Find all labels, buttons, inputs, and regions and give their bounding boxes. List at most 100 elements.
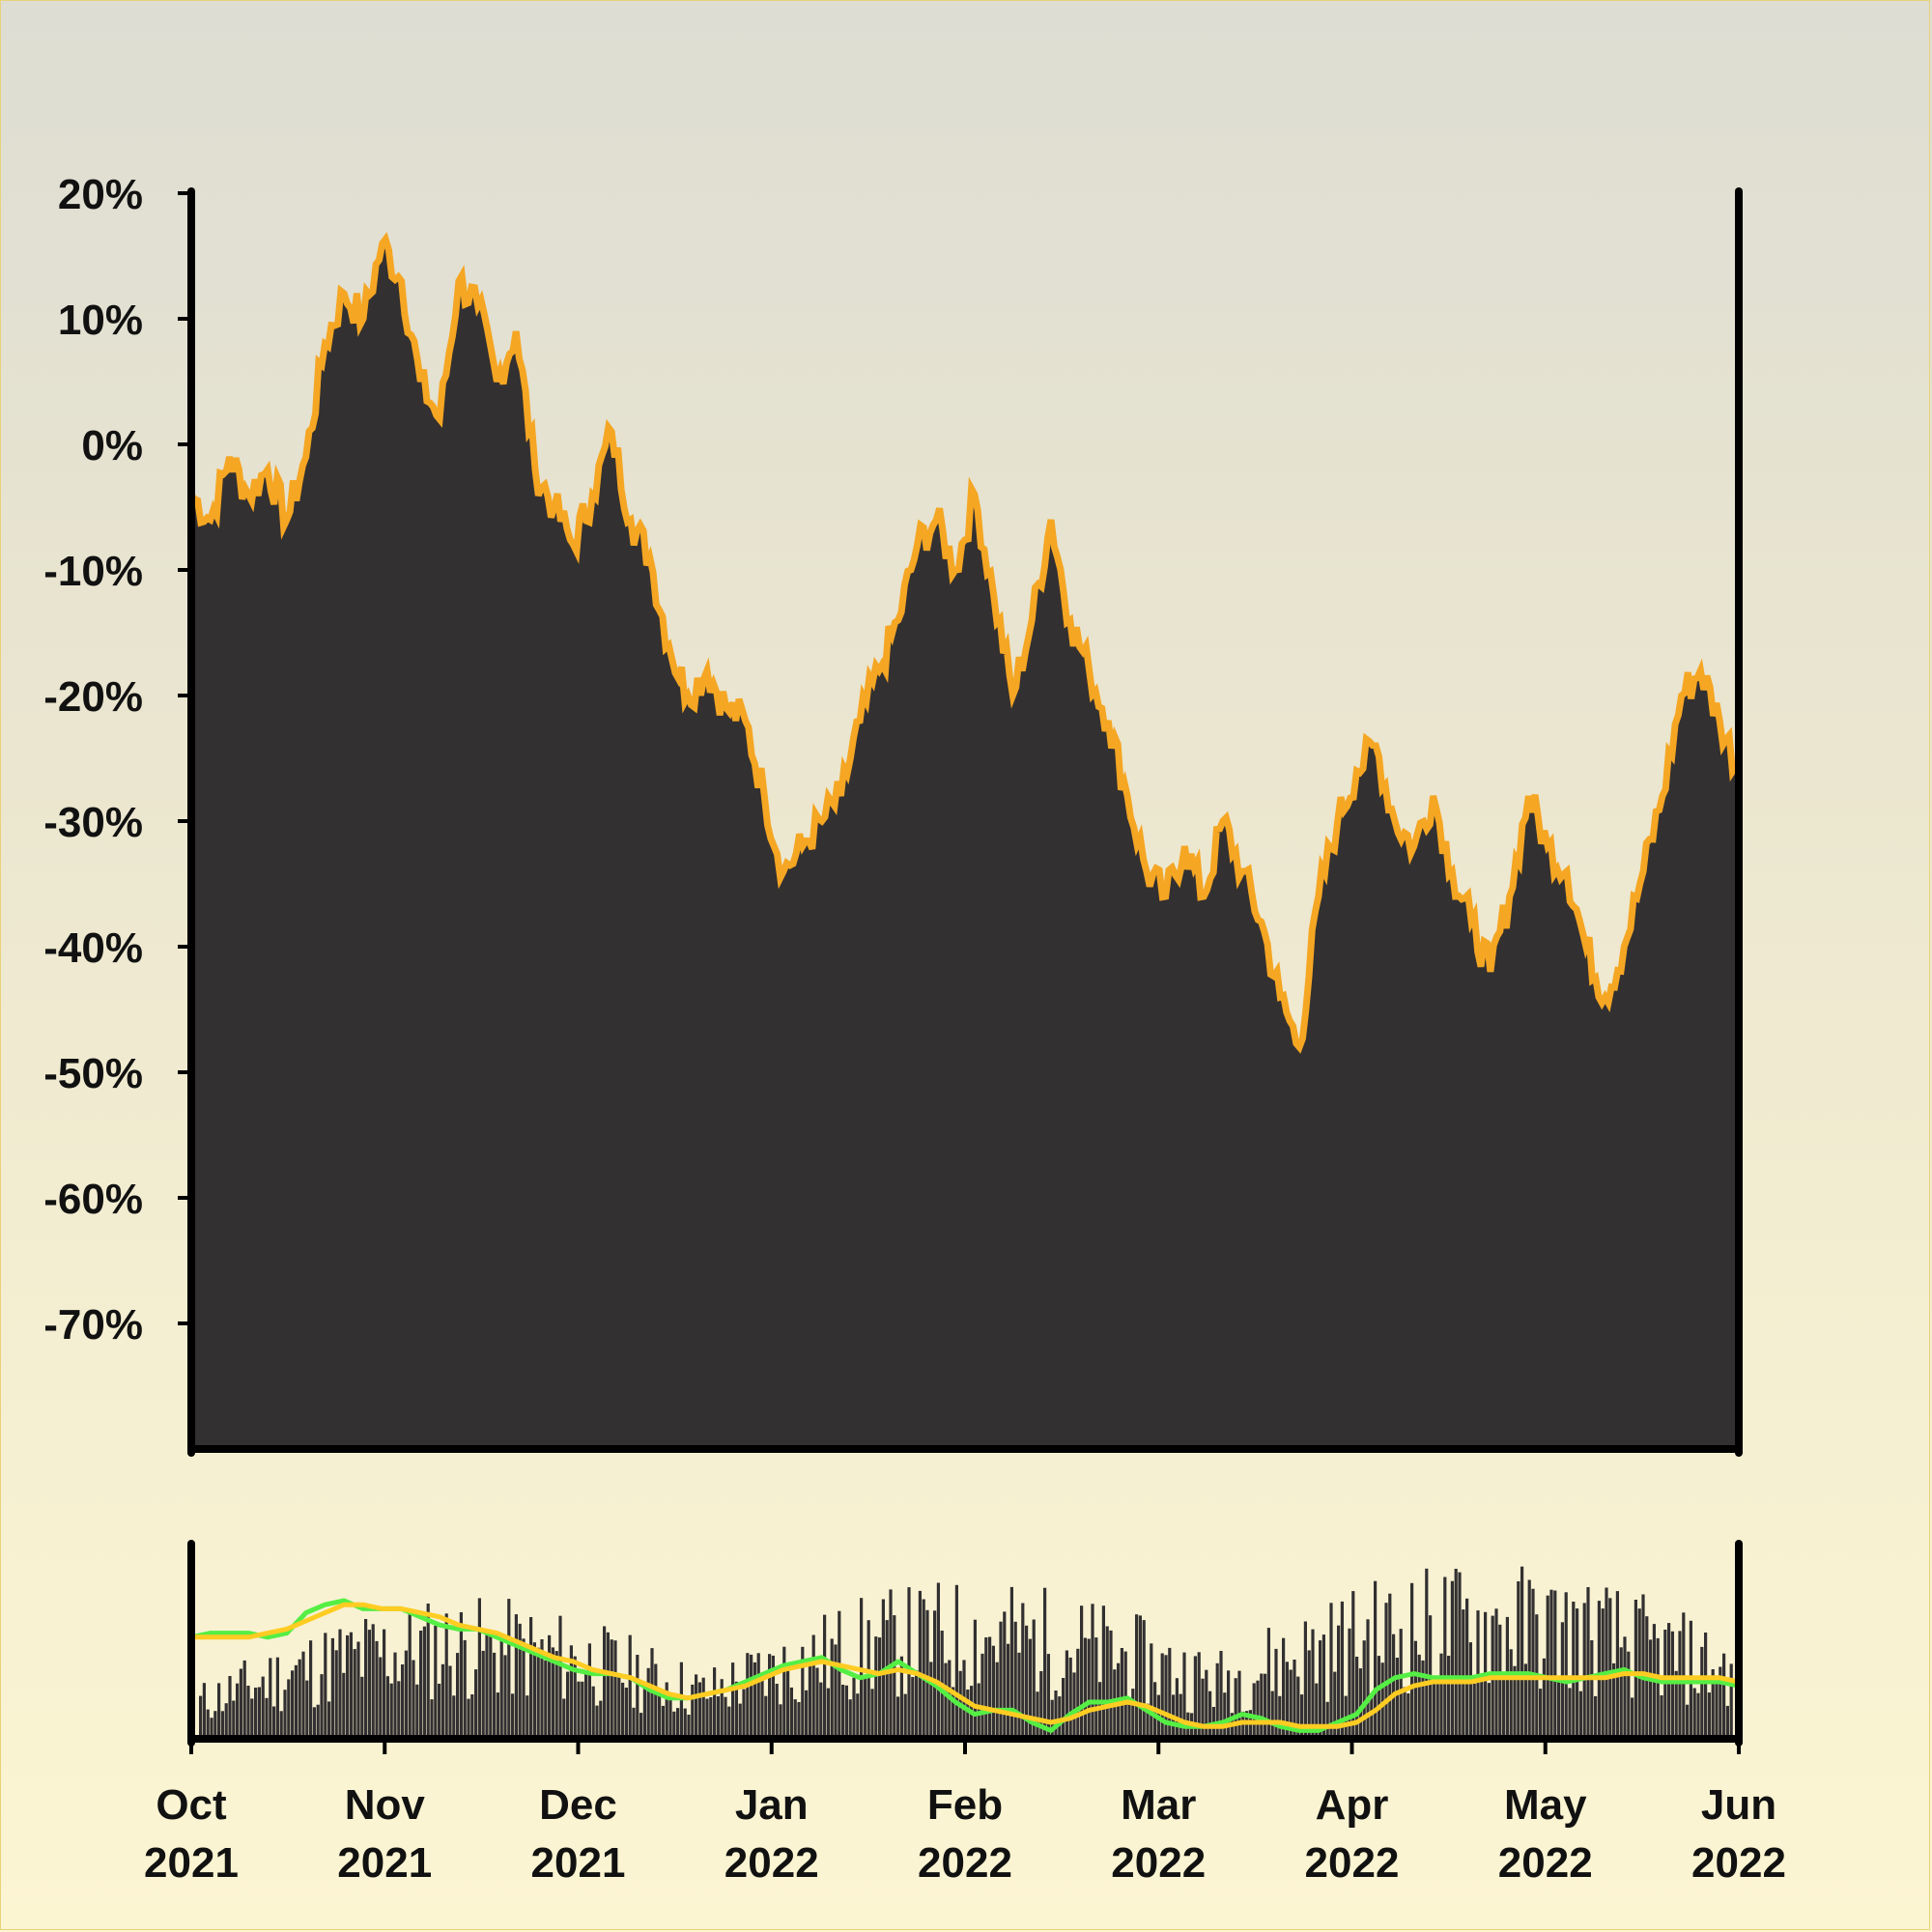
volume-bar <box>1384 1603 1388 1739</box>
volume-bar <box>422 1626 426 1739</box>
volume-bar <box>514 1614 518 1739</box>
volume-bar <box>838 1610 841 1739</box>
volume-bar <box>695 1674 698 1739</box>
volume-bar <box>1083 1637 1087 1739</box>
volume-bar <box>272 1706 276 1739</box>
x-tick-year: 2021 <box>337 1839 432 1887</box>
volume-bar <box>1686 1704 1690 1739</box>
volume-bar <box>1586 1587 1590 1739</box>
volume-bar <box>389 1683 393 1739</box>
y-axis-ticks: 20% 10% 0% -10% -20% -30% -40% -50% -60% -70% <box>43 171 191 1349</box>
volume-bar <box>346 1634 350 1739</box>
volume-bar <box>856 1693 860 1739</box>
volume-bar <box>613 1640 617 1739</box>
volume-bar <box>356 1641 360 1739</box>
volume-bar <box>1674 1670 1678 1739</box>
volume-bar <box>1146 1703 1150 1739</box>
volume-bar <box>724 1696 727 1739</box>
volume-bar <box>1619 1647 1623 1739</box>
volume-bar <box>775 1684 779 1739</box>
volume-bar <box>316 1704 320 1739</box>
volume-bar <box>287 1679 291 1739</box>
volume-bar <box>801 1646 805 1739</box>
volume-bar <box>632 1707 636 1739</box>
volume-bar <box>1337 1625 1341 1739</box>
volume-bar <box>819 1682 823 1739</box>
volume-bar <box>434 1625 438 1739</box>
volume-bar <box>966 1690 970 1739</box>
volume-bar <box>275 1657 279 1739</box>
volume-bar <box>459 1612 463 1739</box>
volume-bar <box>1197 1652 1201 1739</box>
volume-bar <box>1527 1579 1531 1739</box>
volume-bar <box>1450 1580 1454 1739</box>
volume-bar <box>624 1688 628 1739</box>
volume-bar <box>591 1686 595 1739</box>
volume-bar <box>320 1674 324 1739</box>
volume-bar <box>536 1647 540 1739</box>
volume-bar <box>1087 1638 1091 1739</box>
price-area <box>191 239 1739 1450</box>
volume-bar <box>1252 1683 1256 1739</box>
volume-bar <box>1307 1650 1311 1739</box>
volume-bar <box>1241 1711 1245 1739</box>
x-tick-year: 2021 <box>531 1839 626 1887</box>
volume-bar <box>1164 1655 1168 1739</box>
volume-bar <box>1399 1629 1403 1739</box>
volume-bar <box>283 1690 287 1739</box>
x-tick-month: Oct <box>156 1781 227 1829</box>
volume-bar <box>782 1646 786 1739</box>
volume-bar <box>863 1677 867 1739</box>
volume-bar <box>1065 1650 1068 1739</box>
volume-bar <box>1395 1658 1399 1739</box>
volume-bar <box>338 1629 342 1739</box>
volume-bar <box>1707 1692 1711 1739</box>
volume-bar <box>1432 1677 1435 1739</box>
volume-bar <box>654 1663 658 1739</box>
volume-bar <box>1660 1695 1663 1739</box>
volume-bar <box>1715 1681 1719 1739</box>
volume-bar <box>1612 1662 1616 1739</box>
volume-bar <box>213 1711 217 1739</box>
volume-bar <box>1729 1663 1733 1739</box>
volume-bar <box>954 1584 958 1739</box>
x-tick-year: 2021 <box>144 1839 239 1887</box>
volume-bar <box>1406 1693 1410 1739</box>
volume-bar <box>834 1644 838 1739</box>
volume-bar <box>915 1670 919 1739</box>
volume-bar <box>658 1691 662 1739</box>
volume-bar <box>642 1685 646 1739</box>
volume-bar <box>393 1652 397 1739</box>
volume-bar <box>844 1685 848 1739</box>
x-tick-year: 2022 <box>1691 1839 1786 1887</box>
volume-bar <box>896 1696 900 1739</box>
volume-bar <box>1007 1643 1010 1739</box>
volume-bar <box>1582 1603 1586 1739</box>
volume-bar <box>371 1624 375 1739</box>
volume-bar <box>805 1690 809 1739</box>
volume-bar <box>1264 1673 1267 1739</box>
volume-bar <box>220 1711 224 1739</box>
volume-bar <box>1227 1670 1231 1739</box>
volume-bar <box>716 1696 720 1739</box>
volume-bar <box>1300 1694 1304 1739</box>
volume-bar <box>1219 1651 1223 1739</box>
volume-bar <box>522 1638 526 1739</box>
volume-bar <box>269 1658 272 1739</box>
volume-bar <box>1289 1669 1293 1739</box>
volume-bar <box>1138 1615 1142 1739</box>
volume-bar <box>1168 1647 1172 1739</box>
volume-bar <box>573 1656 577 1739</box>
volume-bar <box>1205 1669 1208 1739</box>
volume-bar <box>1509 1649 1513 1739</box>
volume-bar <box>1546 1595 1549 1739</box>
volume-bar <box>1094 1637 1098 1739</box>
y-tick-label: -60% <box>43 1176 143 1223</box>
volume-bar <box>1179 1693 1182 1739</box>
volume-bar <box>793 1699 797 1739</box>
volume-bar <box>1101 1605 1105 1739</box>
volume-bar <box>1700 1646 1704 1739</box>
volume-bar <box>551 1647 554 1739</box>
volume-bar <box>1447 1656 1451 1739</box>
